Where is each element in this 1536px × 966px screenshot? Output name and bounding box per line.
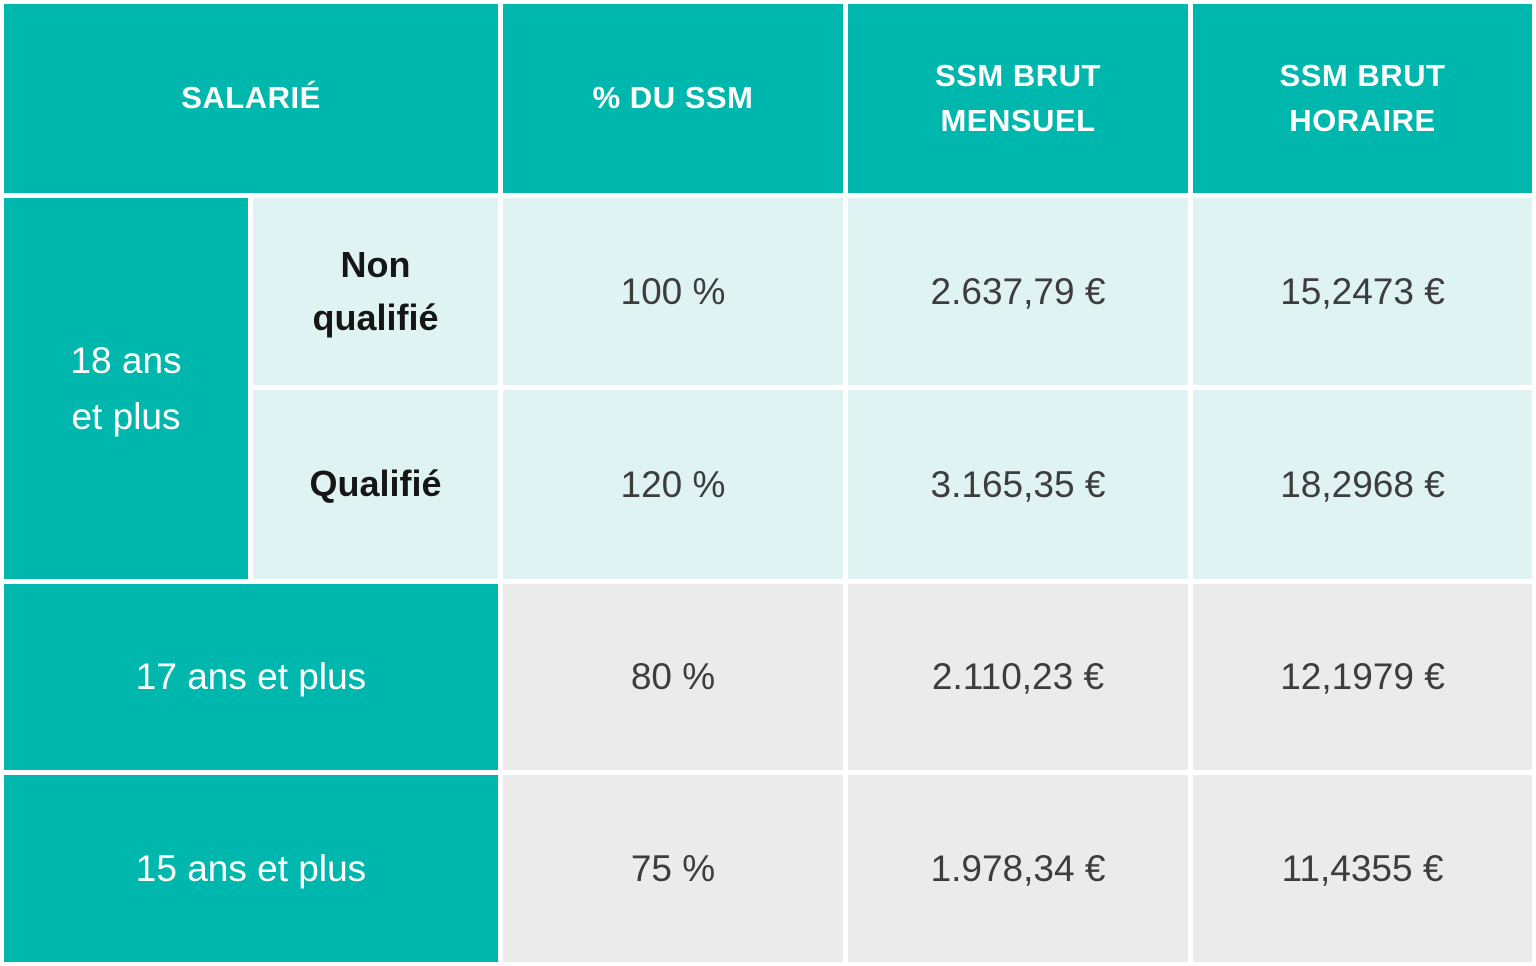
age17-pct: 80 % bbox=[503, 584, 843, 770]
header-ssm-brut-horaire: SSM BRUT HORAIRE bbox=[1193, 4, 1532, 193]
age15-mensuel: 1.978,34 € bbox=[848, 775, 1188, 962]
header-salarie: SALARIÉ bbox=[4, 4, 498, 193]
age15-horaire: 11,4355 € bbox=[1193, 775, 1532, 962]
non-qualifie-mensuel: 2.637,79 € bbox=[848, 198, 1188, 385]
header-pct-du-ssm: % DU SSM bbox=[503, 4, 843, 193]
qualifie-pct: 120 % bbox=[503, 390, 843, 579]
header-ssm-brut-mensuel: SSM BRUT MENSUEL bbox=[848, 4, 1188, 193]
age15-pct: 75 % bbox=[503, 775, 843, 962]
age-group-18-plus: 18 ans et plus bbox=[4, 198, 248, 579]
qualification-qualifie: Qualifié bbox=[253, 390, 498, 579]
qualifie-mensuel: 3.165,35 € bbox=[848, 390, 1188, 579]
qualification-non-qualifie: Non qualifié bbox=[253, 198, 498, 385]
qualifie-horaire: 18,2968 € bbox=[1193, 390, 1532, 579]
non-qualifie-horaire: 15,2473 € bbox=[1193, 198, 1532, 385]
non-qualifie-pct: 100 % bbox=[503, 198, 843, 385]
age-group-15-plus: 15 ans et plus bbox=[4, 775, 498, 962]
age17-mensuel: 2.110,23 € bbox=[848, 584, 1188, 770]
age-group-17-plus: 17 ans et plus bbox=[4, 584, 498, 770]
age17-horaire: 12,1979 € bbox=[1193, 584, 1532, 770]
